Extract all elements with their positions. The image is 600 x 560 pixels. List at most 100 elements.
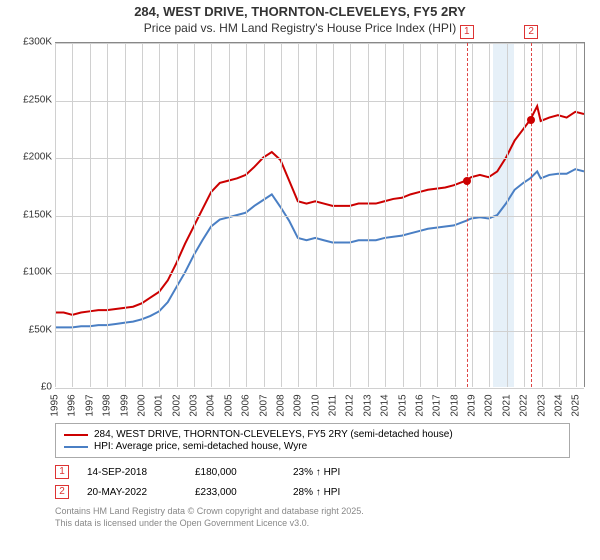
- sale-row: 114-SEP-2018£180,00023% ↑ HPI: [55, 462, 570, 482]
- x-tick-label: 2012: [345, 394, 356, 416]
- gridline-v: [125, 43, 126, 387]
- plot: 12: [55, 42, 585, 387]
- x-tick-label: 2023: [536, 394, 547, 416]
- marker-vline: [467, 43, 468, 387]
- sale-date: 14-SEP-2018: [87, 467, 177, 478]
- gridline-v: [142, 43, 143, 387]
- x-tick-label: 2015: [397, 394, 408, 416]
- legend-swatch: [64, 434, 88, 436]
- sale-diff: 23% ↑ HPI: [293, 467, 373, 478]
- gridline-v: [316, 43, 317, 387]
- x-tick-label: 1998: [102, 394, 113, 416]
- footer: Contains HM Land Registry data © Crown c…: [55, 506, 570, 529]
- gridline-v: [437, 43, 438, 387]
- gridline-v: [350, 43, 351, 387]
- x-tick-label: 2011: [328, 395, 339, 417]
- x-tick-label: 2003: [189, 394, 200, 416]
- legend: 284, WEST DRIVE, THORNTON-CLEVELEYS, FY5…: [55, 423, 570, 458]
- x-tick-label: 1996: [67, 394, 78, 416]
- gridline-v: [194, 43, 195, 387]
- gridline-h: [55, 101, 584, 102]
- gridline-v: [72, 43, 73, 387]
- x-tick-label: 2024: [553, 394, 564, 416]
- gridline-v: [107, 43, 108, 387]
- x-tick-label: 2004: [206, 394, 217, 416]
- gridline-v: [507, 43, 508, 387]
- x-tick-label: 2022: [519, 394, 530, 416]
- sale-price: £233,000: [195, 487, 275, 498]
- x-tick-label: 2014: [380, 394, 391, 416]
- footer-line2: This data is licensed under the Open Gov…: [55, 518, 570, 530]
- gridline-h: [55, 216, 584, 217]
- gridline-v: [333, 43, 334, 387]
- x-tick-label: 1995: [50, 394, 61, 416]
- gridline-v: [281, 43, 282, 387]
- chart-area: £0 £50K £100K £150K £200K £250K £300K 12 1995 1…: [10, 37, 590, 417]
- gridline-v: [576, 43, 577, 387]
- y-tick-label: £50K: [29, 324, 52, 335]
- gridline-h: [55, 331, 584, 332]
- gridline-h: [55, 273, 584, 274]
- y-tick-label: £150K: [23, 209, 52, 220]
- x-tick-label: 2005: [223, 394, 234, 416]
- gridline-v: [524, 43, 525, 387]
- legend-item: HPI: Average price, semi-detached house,…: [64, 441, 561, 452]
- gridline-v: [246, 43, 247, 387]
- sale-date: 20-MAY-2022: [87, 487, 177, 498]
- x-tick-label: 2025: [571, 394, 582, 416]
- series-line: [55, 169, 584, 327]
- sale-index-box: 2: [55, 485, 69, 499]
- x-tick-label: 2001: [154, 394, 165, 416]
- y-tick-label: £300K: [23, 37, 52, 48]
- x-tick-label: 2016: [414, 394, 425, 416]
- title-block: 284, WEST DRIVE, THORNTON-CLEVELEYS, FY5…: [0, 0, 600, 37]
- x-tick-label: 2000: [136, 394, 147, 416]
- y-tick-label: £200K: [23, 152, 52, 163]
- x-tick-label: 2020: [484, 394, 495, 416]
- gridline-h: [55, 43, 584, 44]
- gridline-v: [368, 43, 369, 387]
- x-tick-label: 2007: [258, 394, 269, 416]
- x-tick-label: 2009: [293, 394, 304, 416]
- legend-item: 284, WEST DRIVE, THORNTON-CLEVELEYS, FY5…: [64, 429, 561, 440]
- x-tick-label: 2006: [241, 394, 252, 416]
- sales-table: 114-SEP-2018£180,00023% ↑ HPI 2 20-MAY-202…: [55, 462, 570, 502]
- plot-inner: 12: [55, 43, 584, 387]
- x-tick-label: 2008: [275, 394, 286, 416]
- marker-dot: [527, 116, 535, 124]
- gridline-v: [472, 43, 473, 387]
- x-tick-label: 2018: [449, 394, 460, 416]
- gridline-v: [385, 43, 386, 387]
- y-tick-label: £100K: [23, 267, 52, 278]
- gridline-h: [55, 388, 584, 389]
- y-tick-label: £250K: [23, 94, 52, 105]
- legend-label: HPI: Average price, semi-detached house,…: [94, 441, 307, 452]
- x-tick-label: 1997: [84, 394, 95, 416]
- gridline-v: [90, 43, 91, 387]
- gridline-v: [542, 43, 543, 387]
- gridline-v: [559, 43, 560, 387]
- gridline-v: [177, 43, 178, 387]
- x-tick-label: 1999: [119, 394, 130, 416]
- gridline-v: [264, 43, 265, 387]
- x-tick-label: 2013: [362, 394, 373, 416]
- x-tick-label: 2010: [310, 394, 321, 416]
- series-line: [55, 106, 584, 315]
- gridline-v: [489, 43, 490, 387]
- gridline-v: [55, 43, 56, 387]
- marker-label-box: 2: [524, 25, 538, 39]
- title-address: 284, WEST DRIVE, THORNTON-CLEVELEYS, FY5…: [0, 4, 600, 19]
- gridline-h: [55, 158, 584, 159]
- sale-row: 220-MAY-2022£233,00028% ↑ HPI: [55, 482, 570, 502]
- legend-swatch: [64, 446, 88, 448]
- x-tick-label: 2019: [467, 394, 478, 416]
- x-tick-label: 2021: [501, 394, 512, 416]
- marker-label-box: 1: [460, 25, 474, 39]
- x-tick-label: 2017: [432, 394, 443, 416]
- footer-line1: Contains HM Land Registry data © Crown c…: [55, 506, 570, 518]
- gridline-v: [159, 43, 160, 387]
- marker-dot: [463, 177, 471, 185]
- marker-vline: [531, 43, 532, 387]
- legend-label: 284, WEST DRIVE, THORNTON-CLEVELEYS, FY5…: [94, 429, 453, 440]
- y-tick-label: £0: [41, 382, 52, 393]
